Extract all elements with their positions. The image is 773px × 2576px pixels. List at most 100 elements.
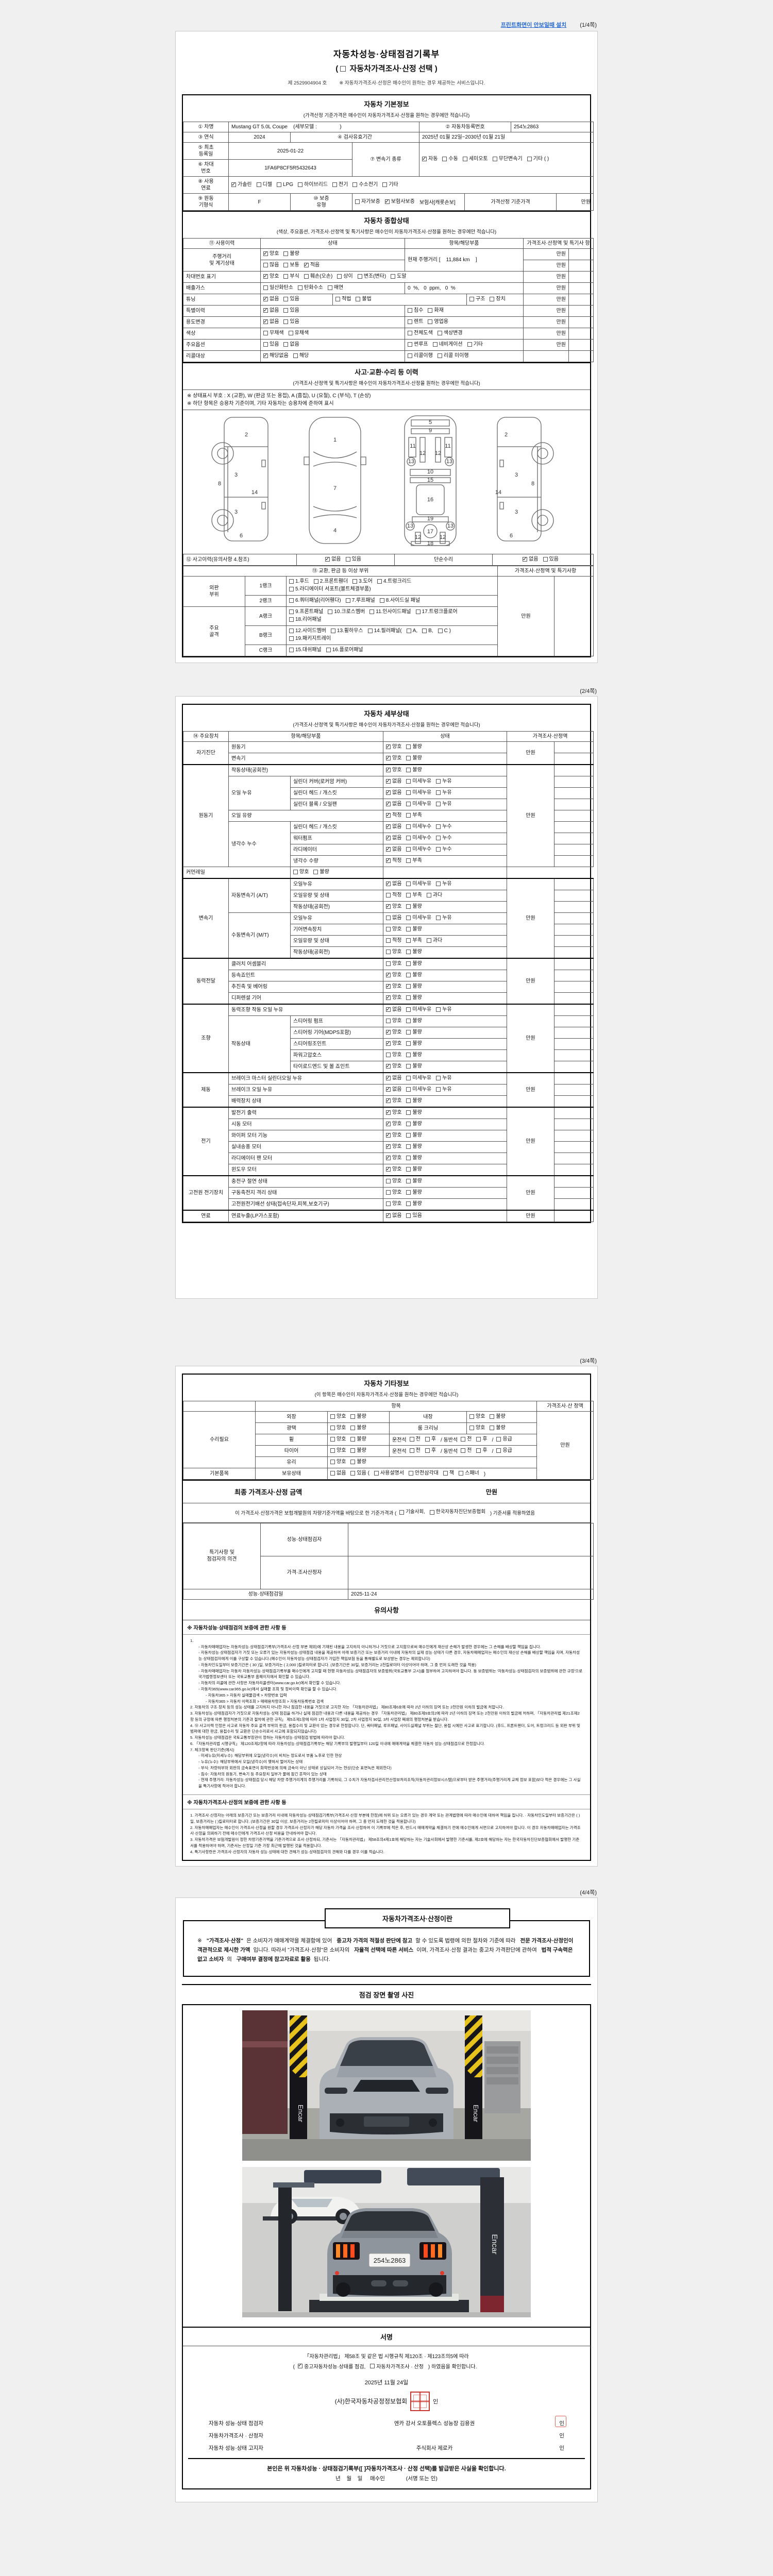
checkbox-label: 렌트 [414, 319, 424, 325]
table-cell: 클러치 어셈블리 [228, 958, 384, 970]
page-marker-3: (3/4쪽) [580, 1358, 597, 1364]
checkbox-icon [406, 1007, 411, 1012]
checkbox-icon [406, 1041, 411, 1046]
diagram-panel-number: 12 [440, 534, 446, 540]
text-segment: 전문 가격조사·산정인이 객관적으로 제시한 가액 [197, 1938, 574, 1954]
table-cell: ⑦ 변속기 종류 [351, 142, 420, 177]
checkbox-option: 양호 [386, 1121, 401, 1127]
table-cell: 2025-01-22 [228, 142, 352, 160]
checkbox-icon [386, 927, 391, 931]
table-cell [383, 867, 508, 879]
checkbox-icon [330, 629, 335, 633]
checkbox-cell: 없음 있음 [383, 1210, 508, 1222]
checkbox-label: 불량 [412, 1190, 422, 1195]
checkbox-icon [406, 1087, 411, 1092]
table-cell: 리콜대상 [183, 350, 261, 362]
checkbox-label: 양호 [392, 1155, 402, 1161]
table-cell: 주요옵션 [183, 339, 261, 351]
checkbox-icon [406, 882, 411, 886]
checkbox-option: 스패너 [459, 1470, 479, 1477]
checkbox-option: 불량 [490, 1413, 506, 1420]
table-cell: ③ 연식 [183, 132, 229, 143]
notice-a-title: ※ 자동차성능·상태점검의 보증에 관한 사항 등 [183, 1620, 590, 1635]
checkbox-icon [283, 263, 289, 267]
checkbox-label: 상이 [343, 274, 353, 279]
checkbox-option: 양호 [386, 1109, 401, 1116]
notice-line: ◦ 미세누유(미세누수): 해당부위에 오일(냉각수)이 비치는 정도로서 부품… [198, 1753, 342, 1758]
checkbox-option: 수동 [442, 156, 458, 162]
diagram-panel-number: 13 [447, 523, 453, 529]
checkbox-option: 불량 [313, 869, 329, 875]
checkbox-label: 탄화수소 [304, 285, 323, 291]
checkbox-option: 불량 [350, 1436, 366, 1443]
checkbox-option: 불량 [406, 1063, 422, 1070]
checkbox-option: 리콜이행 [408, 352, 433, 359]
checkbox-label: LPG [283, 181, 294, 188]
checkbox-icon [289, 617, 294, 622]
table-cell: 실린더 커버(로커암 커버) [290, 776, 384, 788]
checkbox-icon [436, 802, 441, 806]
table-cell: 스티어링 펌프 [290, 1015, 384, 1027]
checkbox-label: 변조(변타) [363, 274, 386, 279]
checkbox-option: 전 [461, 1436, 472, 1443]
checkbox-cell: 양호 불량 [383, 1038, 508, 1050]
checkbox-option: 불량 [406, 1052, 422, 1058]
checkbox-cell: 양호 불량 [383, 1027, 508, 1039]
checkbox-icon [438, 629, 443, 633]
table-cell: 원동기 [228, 741, 384, 753]
checkbox-option: 양호 [386, 1040, 401, 1047]
checkbox-icon [283, 297, 289, 301]
checkbox-label: 색상변경 [443, 330, 463, 336]
table-cell [348, 1555, 594, 1589]
table-cell: 등속죠인트 [228, 970, 384, 981]
checkbox-icon [406, 744, 411, 749]
accident-flag-table: ⑫ 사고이력(유의사항 4.참조) 없음 있음 단순수리 없음 있음 [183, 554, 594, 566]
checkbox-label: 15.대쉬패널 [295, 647, 322, 653]
table-cell: 2025-11-24 [348, 1588, 594, 1600]
table-cell: 원동기 [183, 764, 229, 867]
checkbox-option: 중고자동차성능·상태를 점검, [297, 2362, 365, 2370]
checkbox-label: 있음 [351, 556, 361, 562]
checkbox-option: 불량 [283, 250, 299, 257]
checkbox-checked-icon [386, 994, 391, 1001]
checkbox-label: 16.플로어패널 [332, 647, 363, 653]
table-cell [554, 741, 594, 753]
checkbox-label: 양호 [476, 1425, 485, 1431]
checkbox-option: 양호 [386, 1018, 401, 1024]
checkbox-option: 미세누유 [406, 914, 431, 921]
notice-line: ◦ 자동차인도일부터 보증기간은 ( 30 )일, 보증거리는 ( 2,000 … [198, 1662, 476, 1667]
table-cell: 브레이크 마스터 실린더오일 누유 [228, 1072, 384, 1084]
checkbox-icon [436, 790, 441, 795]
table-cell: 가격조사·산정액 및 특기사 항 [523, 238, 594, 249]
checkbox-label: 양호 [337, 1448, 346, 1453]
checkbox-label: 양호 [392, 984, 402, 989]
table-cell: 2024 [228, 132, 291, 143]
checkbox-option: 미세누수 [406, 835, 431, 841]
checkbox-option: 양호 [386, 1200, 401, 1207]
checkbox-checked-icon [386, 1040, 391, 1047]
install-print-link[interactable]: 프린트화면이 안보일때 설치 [500, 22, 567, 28]
table-cell [554, 935, 594, 947]
checkbox-checked-icon [386, 857, 391, 864]
checkbox-label: 불량 [357, 1425, 366, 1431]
checkbox-option: 불량 [406, 972, 422, 978]
checkbox-option: 14.필러패널( [367, 628, 402, 634]
price-basis-note: 이 가격조사·산정가격은 보험개발원의 차량기준가액을 바탕으로 한 기준가격과… [183, 1503, 590, 1523]
checkbox-option: 양호 [330, 1459, 346, 1465]
checkbox-label: 하이브리드 [304, 181, 328, 188]
text-segment: / 동반석 [441, 1437, 458, 1443]
checkbox-option: 적음 [304, 262, 320, 268]
table-cell: 작동상태(공회전) [228, 764, 384, 776]
diagram-panel-number: 16 [427, 497, 433, 503]
checkbox-option: 9.프론트패널 [289, 608, 323, 615]
text-segment: / [492, 1449, 494, 1454]
table-cell: 와이퍼 모터 기능 [228, 1130, 384, 1142]
svg-text:254노2863: 254노2863 [374, 2257, 406, 2264]
table-cell: 2025년 01월 22일~2030년 01월 21일 [419, 132, 594, 143]
table-cell: ⑪ 사용이력 [183, 238, 261, 249]
checkbox-cell: 없음 있음 [492, 554, 594, 566]
checkbox-option: 불량 [406, 1121, 422, 1127]
checkbox-option: 전 [409, 1447, 421, 1454]
table-cell: 동력전달 [183, 958, 229, 1005]
notice-line: 4. 특기사항란은 가격조사·산정자의 자동차 성능·상태에 대한 견해가 성능… [190, 1849, 384, 1854]
